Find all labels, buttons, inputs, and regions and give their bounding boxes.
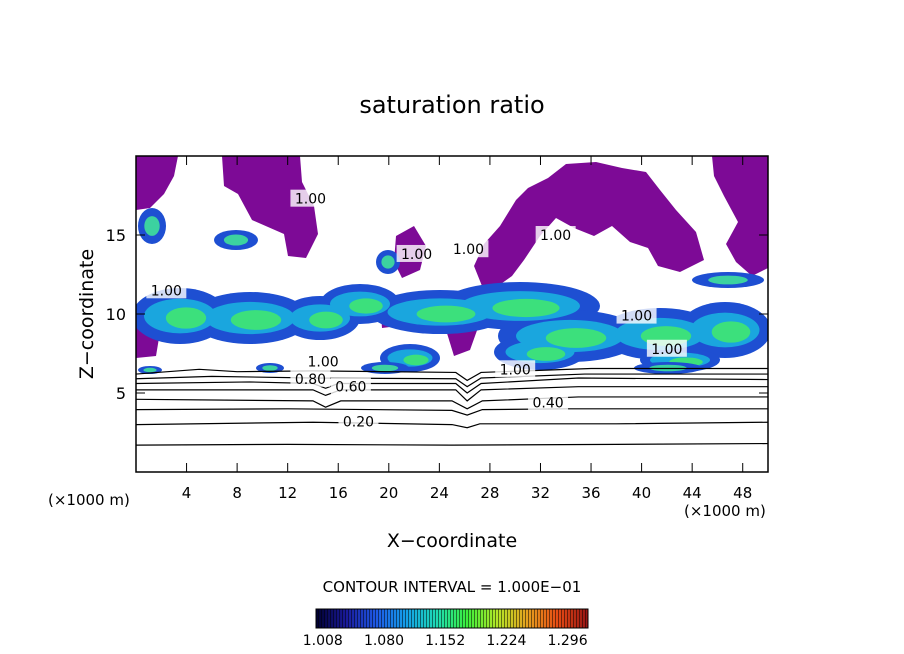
contour-label: 1.00	[540, 228, 571, 244]
contour-label-bg	[146, 281, 187, 299]
contour-label-bg	[646, 339, 687, 357]
contour-lines-layer	[136, 367, 768, 446]
x-tick-label: 32	[531, 484, 550, 502]
colorbar: 1.008 1.080 1.152 1.224 1.296	[303, 608, 589, 649]
subsaturated-region	[136, 156, 178, 210]
x-unit-label-right: (×1000 m)	[684, 502, 766, 520]
contour-label: 1.00	[500, 362, 531, 378]
contour-label: 1.00	[651, 342, 682, 358]
contour-label-bg	[330, 377, 371, 395]
subsaturated-region	[712, 156, 768, 276]
x-unit-label-left: (×1000 m)	[48, 491, 130, 509]
cloud-fragment-core	[381, 255, 395, 269]
cloud-peak	[309, 311, 343, 329]
cloud-peak	[492, 298, 560, 318]
cloud-fragment-core	[708, 275, 748, 285]
contour-label: 1.00	[401, 247, 432, 263]
contour-label: 1.00	[307, 354, 338, 370]
contour-labels-layer: 1.00 1.00 1.00 1.00 1.00 1.00 1.00 1.00 1.00 0.80…	[146, 189, 687, 430]
x-tick-label: 44	[683, 484, 702, 502]
cloud-fragment-core	[144, 216, 160, 236]
contour-label: 0.60	[335, 380, 366, 396]
colorbar-label: 1.008	[303, 633, 343, 649]
colorbar-labels: 1.008 1.080 1.152 1.224 1.296	[303, 633, 588, 649]
y-tick-label: 5	[116, 384, 126, 403]
contour-label: 1.00	[295, 192, 326, 208]
cloud-peak	[526, 347, 566, 361]
subsaturated-region	[474, 162, 704, 286]
y-tick-label: 10	[106, 305, 126, 324]
plot-area: 1.00 1.00 1.00 1.00 1.00 1.00 1.00 1.00 1.00 0.80…	[136, 156, 768, 446]
contour-line	[136, 408, 768, 416]
x-tick-label: 24	[430, 484, 449, 502]
contour-label-bg	[303, 352, 344, 370]
x-tick-label: 40	[632, 484, 651, 502]
contour-label-bg	[535, 226, 576, 243]
x-axis: 4 8 12 16 20 24 28 32 36 40 44 48	[182, 156, 752, 502]
contour-line	[136, 377, 768, 394]
contour-label: 0.20	[343, 414, 374, 430]
x-tick-label: 8	[232, 484, 242, 502]
y-axis: 5 10 15	[106, 226, 768, 403]
y-axis-label: Z−coordinate	[76, 249, 98, 379]
x-tick-label: 20	[379, 484, 398, 502]
x-tick-label: 36	[581, 484, 600, 502]
cloud-peak	[403, 354, 429, 366]
contour-line	[136, 386, 768, 402]
cloud-peak	[230, 310, 282, 330]
contour-label-bg	[290, 369, 331, 387]
contour-label-bg	[290, 189, 331, 207]
cloud-fragment-core	[371, 364, 399, 372]
cloud-fragment-core	[143, 367, 157, 373]
contour-label-bg	[448, 240, 489, 258]
contour-label: 1.00	[453, 242, 484, 258]
saturation-fill-layer	[136, 156, 768, 374]
contour-line	[136, 396, 768, 410]
cloud-fragment-core	[262, 365, 278, 371]
cloud-peak	[545, 328, 607, 348]
contour-label-bg	[338, 412, 379, 430]
contour-label-bg	[616, 306, 657, 324]
colorbar-label: 1.080	[364, 633, 404, 649]
contour-label: 1.00	[621, 309, 652, 325]
subsaturated-region	[222, 156, 318, 258]
colorbar-label: 1.296	[548, 633, 588, 649]
chart-title: saturation ratio	[359, 91, 544, 119]
contour-line	[136, 373, 768, 388]
contour-label-bg	[396, 244, 437, 262]
cloud-peak	[165, 307, 207, 329]
x-tick-label: 4	[182, 484, 192, 502]
contour-label: 1.00	[151, 283, 182, 299]
colorbar-stripes	[316, 609, 588, 628]
contour-label-bg	[528, 393, 569, 411]
colorbar-label: 1.152	[425, 633, 465, 649]
x-tick-label: 28	[480, 484, 499, 502]
colorbar-label: 1.224	[486, 633, 526, 649]
y-tick-label: 15	[106, 226, 126, 245]
cloud-fragment-core	[223, 234, 249, 246]
contour-line	[136, 442, 768, 446]
x-tick-label: 48	[733, 484, 752, 502]
contour-interval-note: CONTOUR INTERVAL = 1.000E−01	[323, 578, 582, 596]
x-tick-label: 12	[278, 484, 297, 502]
cloud-peak	[416, 305, 476, 323]
contour-line	[136, 367, 768, 382]
x-tick-label: 16	[329, 484, 348, 502]
x-axis-label: X−coordinate	[387, 530, 517, 552]
cloud-peak	[711, 321, 751, 343]
cloud-peak	[349, 298, 383, 314]
contour-label-bg	[495, 360, 536, 378]
contour-label: 0.80	[295, 372, 326, 388]
contour-label: 0.40	[532, 395, 563, 411]
contour-line	[136, 421, 768, 429]
